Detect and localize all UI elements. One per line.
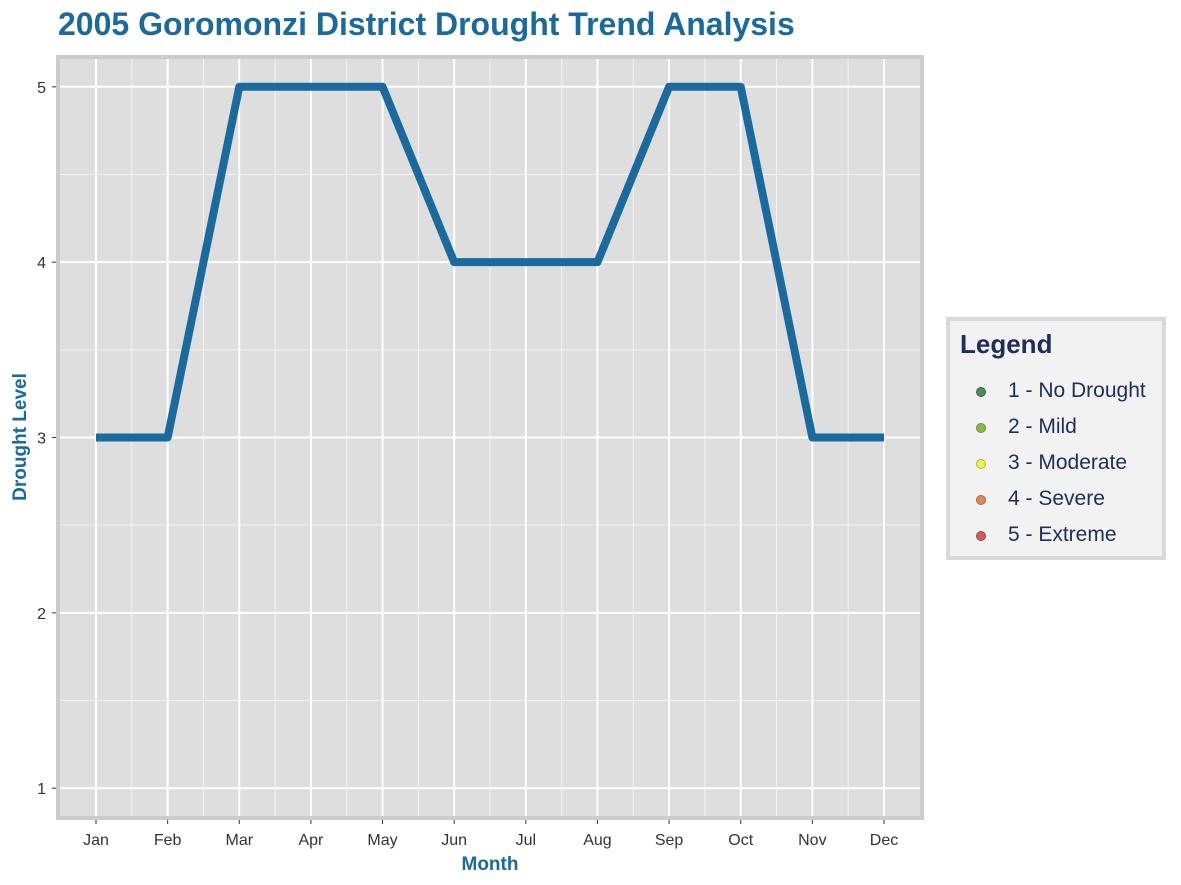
x-tick-label: Mar <box>225 832 253 849</box>
legend-label: 3 - Moderate <box>1008 451 1128 474</box>
x-tick-label: Oct <box>728 832 753 849</box>
y-tick-label: 5 <box>37 80 46 97</box>
x-tick-label: Dec <box>870 832 898 849</box>
legend-item: 2 - Mild <box>960 409 1146 445</box>
x-tick-label: Aug <box>583 832 611 849</box>
y-tick-label: 2 <box>37 606 46 623</box>
x-tick-label: Sep <box>655 832 684 849</box>
legend-label: 2 - Mild <box>1008 415 1077 438</box>
legend-items: 1 - No Drought 2 - Mild 3 - Moderate 4 - Se… <box>960 373 1146 553</box>
legend-label: 1 - No Drought <box>1008 379 1146 402</box>
x-tick-label: May <box>367 832 397 849</box>
x-tick-label: Jun <box>441 832 467 849</box>
legend-label: 5 - Extreme <box>1008 523 1117 546</box>
x-tick-label: Nov <box>798 832 826 849</box>
legend-item: 3 - Moderate <box>960 445 1146 481</box>
y-tick-label: 1 <box>37 781 46 798</box>
y-tick-label: 3 <box>37 431 46 448</box>
x-tick-label: Feb <box>154 832 182 849</box>
x-axis-ticks: Jan Feb Mar Apr May Jun Jul Aug Sep Oct Nov Dec <box>83 820 898 849</box>
legend-item: 1 - No Drought <box>960 373 1146 409</box>
legend-label: 4 - Severe <box>1008 487 1105 510</box>
plot-border <box>56 55 924 820</box>
x-axis-title: Month <box>462 854 519 875</box>
y-axis-ticks: 1 2 3 4 5 <box>37 80 56 798</box>
series-drought-level <box>96 82 884 442</box>
legend-dot <box>976 459 986 469</box>
legend-item: 4 - Severe <box>960 481 1146 517</box>
series-line <box>96 82 884 442</box>
legend: Legend 1 - No Drought 2 - Mild 3 - Moderat… <box>946 317 1166 560</box>
x-tick-label: Apr <box>298 832 324 849</box>
chart-title: 2005 Goromonzi District Drought Trend An… <box>58 6 795 42</box>
legend-dot <box>976 531 986 541</box>
legend-dot <box>976 495 986 505</box>
legend-dot <box>976 387 986 397</box>
legend-title: Legend <box>960 329 1053 359</box>
legend-item: 5 - Extreme <box>960 517 1146 553</box>
y-axis-title: Drought Level <box>10 373 31 501</box>
x-tick-label: Jul <box>516 832 536 849</box>
x-tick-label: Jan <box>83 832 109 849</box>
y-tick-label: 4 <box>37 255 46 272</box>
legend-dot <box>976 423 986 433</box>
grid-major <box>58 57 922 818</box>
